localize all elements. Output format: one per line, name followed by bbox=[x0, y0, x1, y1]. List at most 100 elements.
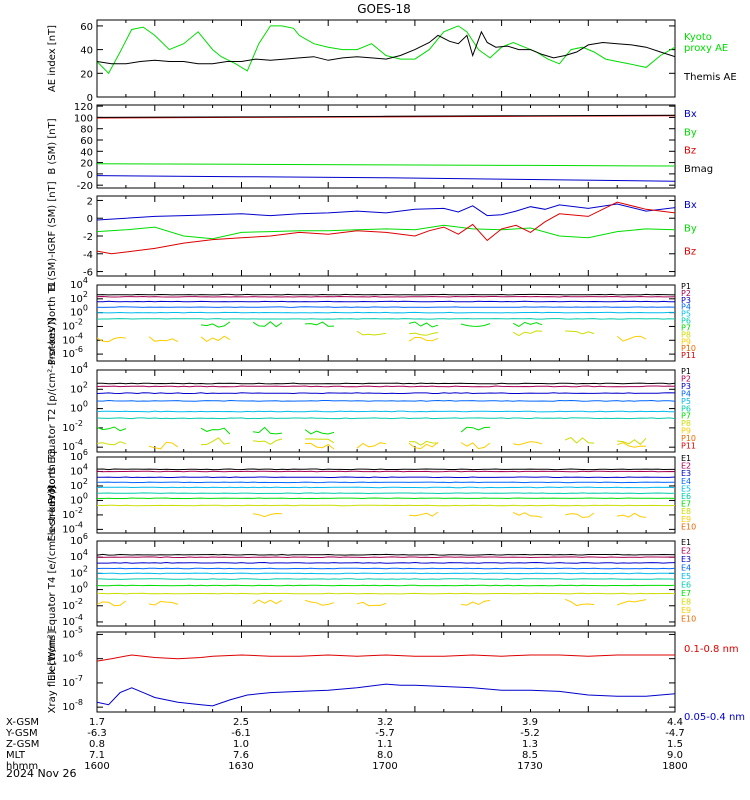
channel-segment bbox=[200, 427, 231, 435]
channel-segment bbox=[512, 330, 543, 337]
plot-area bbox=[97, 553, 675, 607]
ephem-value: 1800 bbox=[662, 761, 687, 772]
y-tick-label: 104 bbox=[70, 462, 88, 477]
y-tick-label: 0 bbox=[87, 170, 93, 181]
legend-label: Bmag bbox=[684, 164, 713, 175]
y-axis-label: Electrons North T3 bbox=[47, 448, 58, 541]
channel-line bbox=[97, 592, 675, 595]
channel-segment bbox=[460, 426, 491, 433]
series-line bbox=[97, 30, 675, 65]
channel-label: P10 bbox=[681, 344, 696, 353]
channel-label: P10 bbox=[681, 434, 696, 443]
y-tick-label: 10-6 bbox=[62, 345, 83, 360]
channel-line bbox=[97, 417, 675, 420]
channel-line bbox=[97, 470, 675, 473]
channel-line bbox=[97, 553, 675, 556]
ephem-value: 1.1 bbox=[377, 739, 393, 750]
y-tick-label: 60 bbox=[80, 136, 93, 147]
plot-area bbox=[97, 114, 675, 182]
channel-segment bbox=[305, 438, 335, 444]
ephem-value: 1.3 bbox=[522, 739, 538, 750]
ephem-value: 1.5 bbox=[667, 739, 683, 750]
channel-label: E9 bbox=[681, 515, 691, 524]
channel-label: P7 bbox=[681, 323, 691, 332]
legend-label: Bz bbox=[684, 247, 696, 258]
y-tick-label: 10-6 bbox=[62, 650, 83, 665]
ephem-row-label: hhmm bbox=[6, 761, 38, 772]
channel-label: E6 bbox=[681, 581, 691, 590]
channel-segment bbox=[408, 442, 439, 450]
channel-line bbox=[97, 385, 675, 388]
panel-frame bbox=[96, 456, 676, 534]
channel-label: E5 bbox=[681, 572, 691, 581]
ephem-row-label: Z-GSM bbox=[6, 739, 39, 750]
ephem-value: 3.2 bbox=[377, 717, 393, 728]
ephem-row-label: Y-GSM bbox=[5, 728, 38, 739]
y-axis-label: Protons North T1 bbox=[47, 281, 58, 365]
ephem-value: -6.3 bbox=[87, 728, 107, 739]
channel-label: P2 bbox=[681, 289, 691, 298]
legend-label: By bbox=[684, 223, 697, 234]
series-line bbox=[97, 224, 675, 240]
y-tick-label: 10-4 bbox=[62, 520, 83, 535]
series-line bbox=[97, 203, 675, 221]
channel-label: E1 bbox=[681, 454, 691, 463]
channel-label: E4 bbox=[681, 477, 691, 486]
y-tick-label: -2 bbox=[83, 232, 93, 243]
channel-line bbox=[97, 486, 675, 489]
channel-segment bbox=[200, 321, 231, 328]
channel-segment bbox=[97, 441, 127, 446]
channel-line bbox=[97, 556, 675, 559]
legend-label: Bz bbox=[684, 146, 696, 157]
plot-area bbox=[97, 468, 675, 518]
series-line bbox=[97, 201, 675, 255]
channel-segment bbox=[200, 437, 230, 446]
plot-title: GOES-18 bbox=[357, 2, 411, 16]
channel-label: E8 bbox=[681, 598, 691, 607]
series-line bbox=[97, 115, 675, 119]
channel-label: E7 bbox=[681, 589, 691, 598]
footer-date: 2024 Nov 26 bbox=[6, 767, 76, 780]
channel-segment bbox=[148, 441, 179, 450]
channel-line bbox=[97, 410, 675, 413]
channel-line bbox=[97, 584, 675, 587]
ephem-value: 8.5 bbox=[522, 750, 538, 761]
channel-line bbox=[97, 300, 675, 303]
y-tick-label: 10-4 bbox=[62, 331, 83, 346]
channel-label: P6 bbox=[681, 317, 691, 326]
y-tick-label: 60 bbox=[80, 22, 93, 33]
channel-label: P2 bbox=[681, 374, 691, 383]
channel-line bbox=[97, 318, 675, 320]
plot-area bbox=[97, 25, 675, 75]
channel-segment bbox=[356, 601, 387, 607]
channel-label: E4 bbox=[681, 564, 691, 573]
y-tick-label: 100 bbox=[74, 113, 93, 124]
channel-line bbox=[97, 295, 675, 298]
channel-segment bbox=[253, 512, 283, 518]
channel-label: E2 bbox=[681, 547, 691, 556]
channel-segment bbox=[460, 323, 491, 327]
y-tick-label: 10-2 bbox=[62, 317, 83, 332]
y-tick-label: 20 bbox=[80, 159, 93, 170]
channel-label: P11 bbox=[681, 442, 696, 451]
ephem-value: 1700 bbox=[372, 761, 397, 772]
channel-segment bbox=[512, 512, 543, 518]
y-tick-label: 100 bbox=[70, 581, 88, 596]
panel-frame bbox=[96, 631, 676, 713]
channel-label: P8 bbox=[681, 419, 691, 428]
channel-segment bbox=[513, 441, 543, 446]
channel-label: E9 bbox=[681, 606, 691, 615]
channel-line bbox=[97, 311, 675, 314]
channel-label: E7 bbox=[681, 500, 691, 509]
channel-segment bbox=[252, 321, 283, 328]
channel-segment bbox=[409, 332, 439, 336]
channel-segment bbox=[305, 321, 335, 327]
channel-label: P9 bbox=[681, 427, 691, 436]
legend-label: 0.1-0.8 nm bbox=[684, 644, 739, 655]
plot-area bbox=[97, 382, 675, 450]
ephem-value: 3.9 bbox=[522, 717, 538, 728]
channel-label: E6 bbox=[681, 492, 691, 501]
channel-segment bbox=[252, 599, 283, 605]
